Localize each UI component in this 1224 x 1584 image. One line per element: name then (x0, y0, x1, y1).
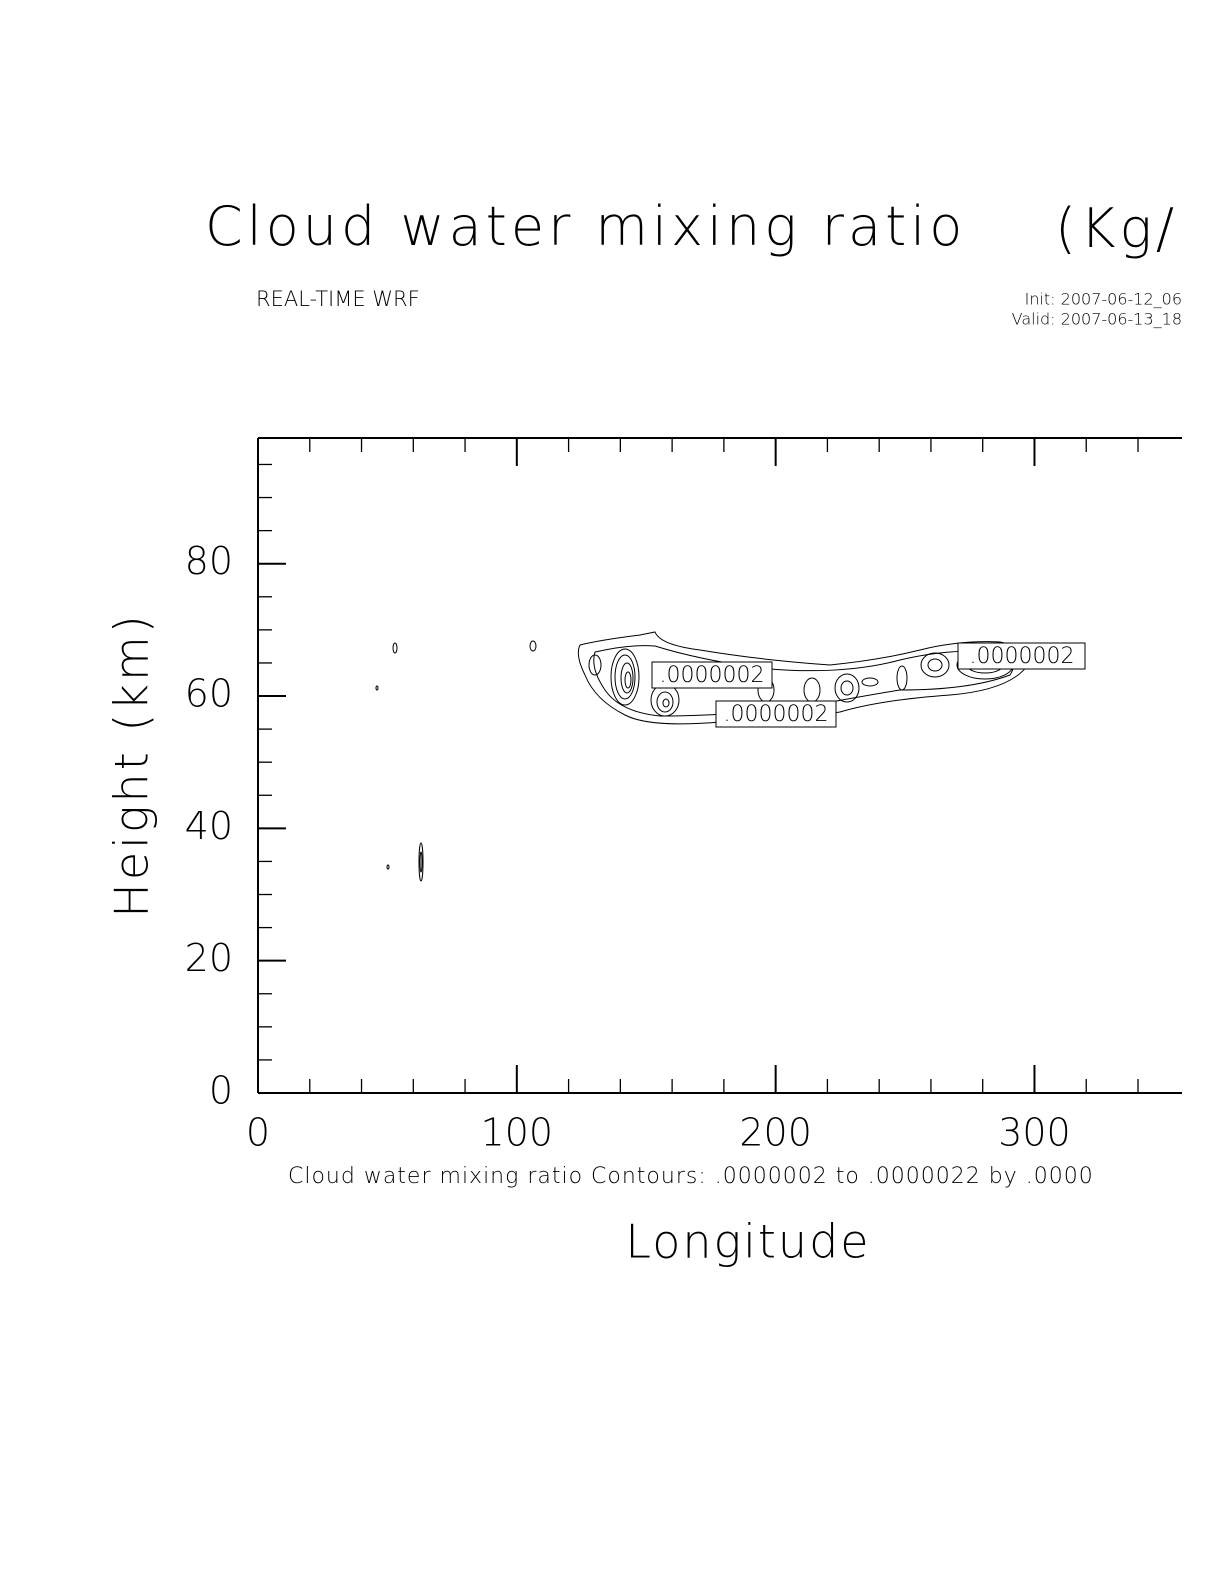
contour-line (588, 654, 602, 676)
y-tick-label: 80 (185, 539, 233, 583)
contour-line (620, 662, 634, 694)
contour-line (650, 683, 680, 717)
contour-line (386, 864, 390, 870)
x-tick-label: 100 (481, 1111, 554, 1155)
contour-line (375, 685, 379, 691)
contours: .0000002 .0000002 .0000002 (375, 631, 1086, 882)
y-axis-label: Height (km) (105, 612, 159, 917)
y-tick-label: 40 (185, 804, 233, 848)
contour-line (419, 851, 423, 873)
contour-line (834, 673, 860, 703)
contour-label: .0000002 (970, 644, 1075, 669)
contour-line (624, 671, 632, 689)
x-tick-label: 0 (246, 1111, 270, 1155)
chart-title-units: (Kg/ (1055, 197, 1178, 260)
contour-line (920, 652, 950, 678)
contour-line (656, 691, 674, 713)
valid-label: Valid: 2007-06-13_18 (1012, 310, 1182, 329)
contour-line (610, 648, 640, 706)
contour-line (418, 842, 424, 882)
contour-line (927, 658, 943, 672)
y-tick-label: 20 (185, 936, 233, 980)
contour-line (614, 654, 636, 700)
x-tick-label: 300 (998, 1111, 1071, 1155)
contour-line (896, 665, 908, 691)
contour-line (861, 677, 879, 687)
y-tick-label: 60 (185, 672, 233, 716)
contour-line (529, 640, 537, 652)
init-label: Init: 2007-06-12_06 (1025, 290, 1182, 309)
contour-label-box (651, 661, 773, 689)
y-tick-label: 0 (209, 1069, 233, 1113)
contour-label: .0000002 (660, 663, 765, 688)
x-tick-label: 200 (739, 1111, 812, 1155)
contour-label-box (957, 642, 1086, 670)
contour-line (840, 680, 854, 696)
x-axis-label: Longitude (625, 1215, 870, 1269)
contour-label-box (715, 700, 837, 728)
contour-line (392, 642, 398, 654)
subtitle: REAL-TIME WRF (256, 287, 420, 311)
contour-note: Cloud water mixing ratio Contours: .0000… (288, 1164, 1094, 1189)
chart-title: Cloud water mixing ratio (205, 195, 966, 258)
contour-label: .0000002 (724, 702, 829, 727)
contour-line (803, 677, 821, 703)
contour-line (662, 698, 670, 708)
